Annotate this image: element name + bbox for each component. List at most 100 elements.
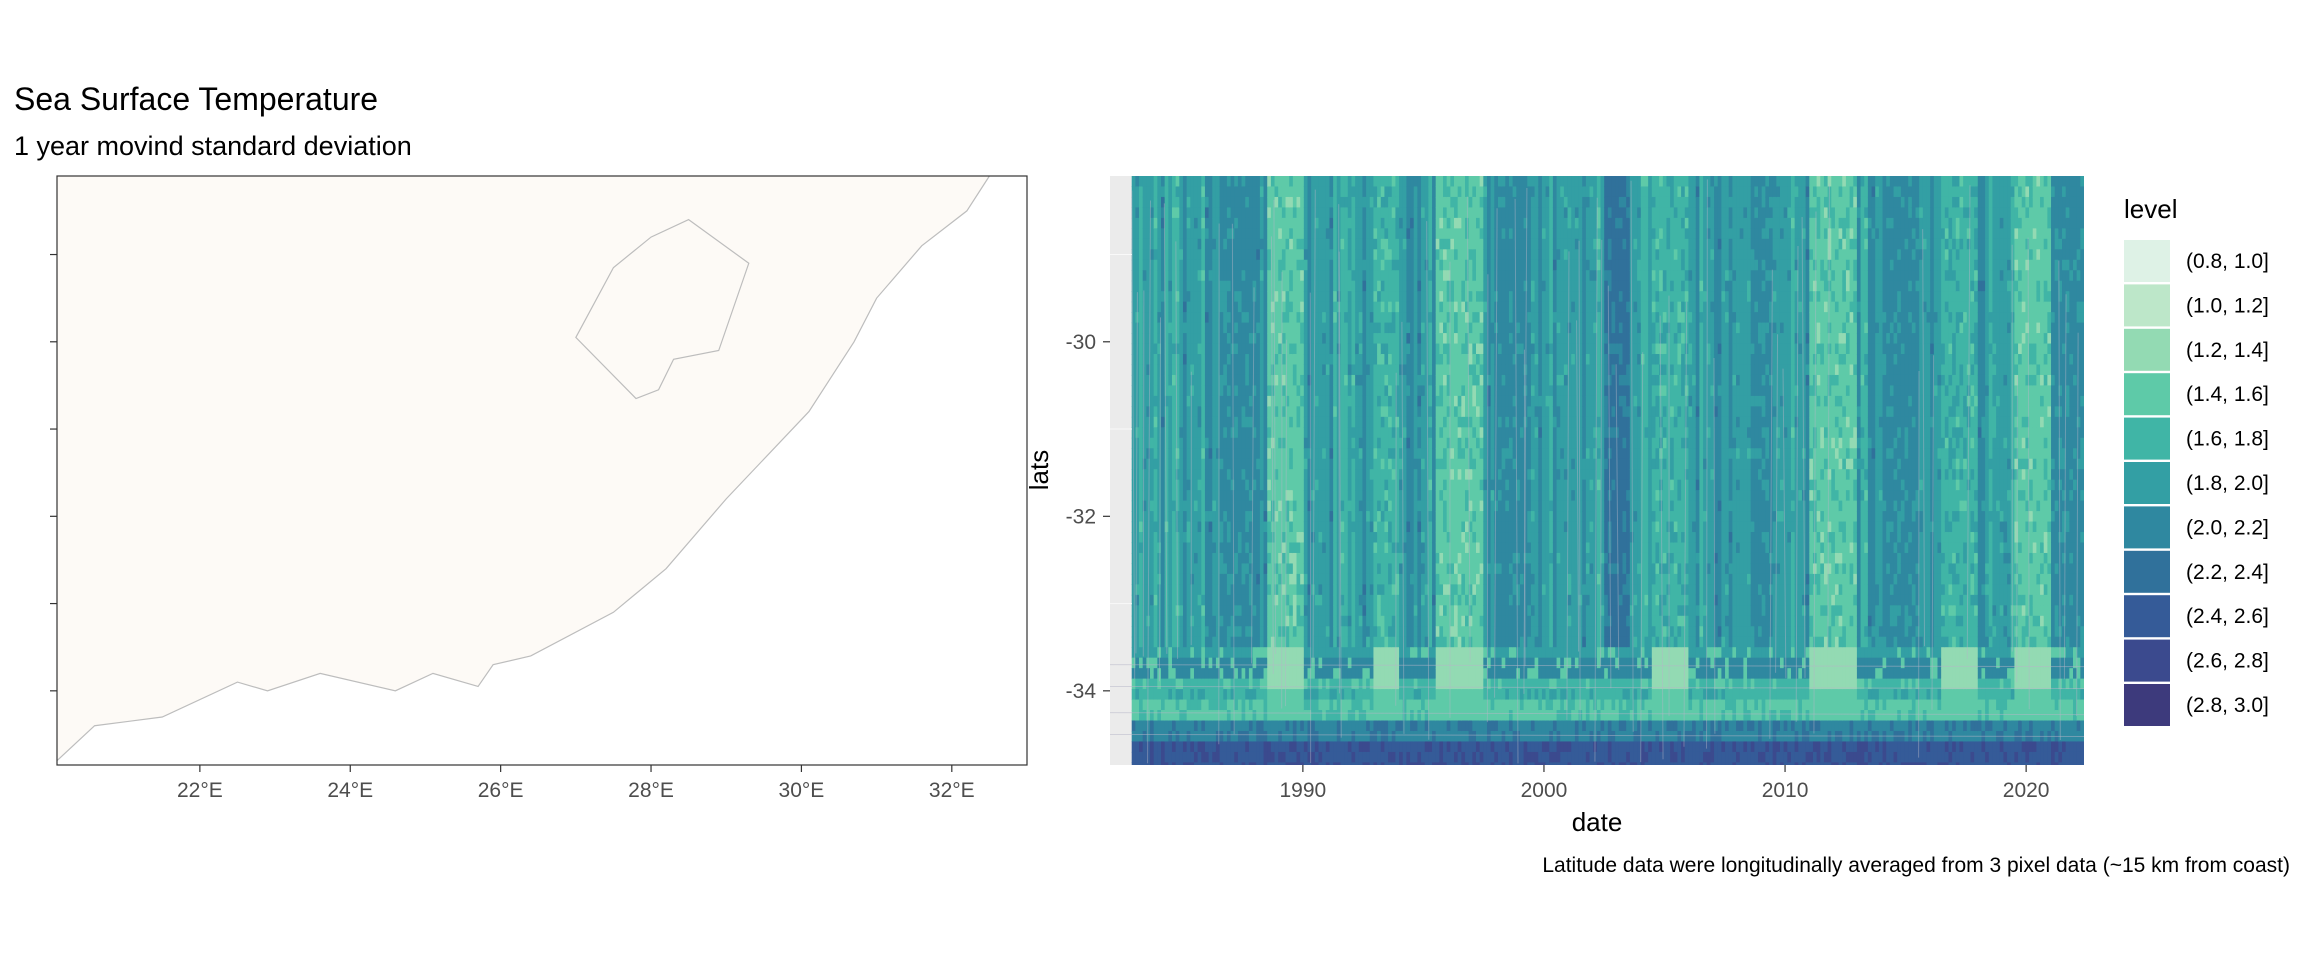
contour-cell: [1172, 532, 1176, 543]
contour-cell: [1260, 197, 1264, 208]
contour-cell: [1183, 427, 1187, 438]
contour-cell: [1326, 605, 1330, 616]
contour-cell: [1201, 710, 1205, 721]
contour-cell: [1329, 417, 1333, 428]
contour-cell: [1227, 762, 1231, 765]
contour-cell: [1439, 710, 1443, 721]
contour-cell: [1143, 752, 1147, 763]
contour-cell: [1443, 197, 1447, 208]
contour-cell: [1340, 270, 1344, 281]
contour-cell: [1223, 396, 1227, 407]
contour-cell: [1414, 228, 1418, 239]
contour-cell: [1373, 249, 1377, 260]
contour-cell: [1333, 406, 1337, 417]
contour-cell: [1443, 469, 1447, 480]
contour-cell: [1293, 469, 1297, 480]
contour-cell: [1322, 291, 1326, 302]
contour-cell: [1359, 186, 1363, 197]
contour-cell: [1362, 249, 1366, 260]
contour-cell: [1172, 679, 1176, 690]
contour-cell: [1406, 249, 1410, 260]
contour-cell: [1179, 438, 1183, 449]
contour-cell: [1329, 207, 1333, 218]
contour-cell: [1432, 689, 1436, 700]
contour-cell: [1414, 281, 1418, 292]
contour-cell: [1300, 532, 1304, 543]
contour-cell: [1362, 658, 1366, 669]
contour-cell: [1242, 595, 1246, 606]
contour-cell: [1366, 385, 1370, 396]
contour-cell: [1410, 752, 1414, 763]
contour-cell: [1187, 186, 1191, 197]
contour-cell: [1183, 542, 1187, 553]
contour-cell: [1315, 490, 1319, 501]
contour-cell: [1238, 207, 1242, 218]
contour-cell: [1443, 249, 1447, 260]
contour-cell: [1432, 281, 1436, 292]
contour-cell: [1351, 584, 1355, 595]
contour-cell: [1362, 731, 1366, 742]
contour-cell: [1139, 197, 1143, 208]
contour-cell: [1318, 459, 1322, 470]
contour-cell: [1260, 532, 1264, 543]
contour-cell: [1344, 385, 1348, 396]
contour-cell: [1297, 553, 1301, 564]
contour-cell: [1443, 490, 1447, 501]
contour-cell: [1198, 710, 1202, 721]
contour-cell: [1201, 679, 1205, 690]
contour-cell: [1183, 260, 1187, 271]
contour-cell: [1329, 679, 1333, 690]
contour-cell: [1146, 741, 1150, 752]
contour-cell: [1355, 427, 1359, 438]
contour-cell: [1143, 720, 1147, 731]
contour-cell: [1406, 459, 1410, 470]
contour-cell: [1315, 312, 1319, 323]
contour-cell: [1234, 417, 1238, 428]
contour-cell: [1329, 720, 1333, 731]
contour-cell: [1172, 333, 1176, 344]
contour-cell: [1344, 344, 1348, 355]
contour-cell: [1179, 605, 1183, 616]
contour-cell: [1201, 647, 1205, 658]
contour-cell: [1370, 595, 1374, 606]
chart-subtitle: 1 year movind standard deviation: [14, 131, 412, 161]
contour-cell: [1315, 605, 1319, 616]
contour-cell: [1187, 584, 1191, 595]
contour-cell: [1234, 176, 1238, 187]
contour-cell: [1201, 333, 1205, 344]
contour-cell: [1318, 176, 1322, 187]
contour-cell: [1373, 647, 1377, 658]
contour-cell: [1439, 239, 1443, 250]
contour-cell: [1322, 637, 1326, 648]
contour-cell: [1403, 323, 1407, 334]
contour-cell: [1340, 302, 1344, 313]
contour-cell: [1242, 406, 1246, 417]
contour-cell: [1205, 281, 1209, 292]
contour-cell: [1381, 637, 1385, 648]
contour-cell: [1187, 448, 1191, 459]
contour-cell: [1209, 239, 1213, 250]
contour-cell: [1406, 344, 1410, 355]
contour-cell: [1139, 658, 1143, 669]
contour-cell: [1154, 720, 1158, 731]
contour-cell: [1366, 710, 1370, 721]
contour-cell: [1304, 595, 1308, 606]
contour-cell: [1333, 720, 1337, 731]
contour-cell: [1403, 427, 1407, 438]
contour-cell: [1183, 511, 1187, 522]
contour-cell: [1337, 752, 1341, 763]
contour-cell: [1201, 563, 1205, 574]
contour-cell: [1333, 532, 1337, 543]
contour-cell: [1417, 700, 1421, 711]
contour-cell: [1359, 438, 1363, 449]
contour-cell: [1201, 270, 1205, 281]
contour-cell: [1318, 448, 1322, 459]
contour-cell: [1348, 584, 1352, 595]
contour-cell: [1436, 406, 1440, 417]
contour-cell: [1355, 406, 1359, 417]
contour-cell: [1146, 752, 1150, 763]
contour-cell: [1183, 281, 1187, 292]
contour-cell: [1311, 176, 1315, 187]
contour-cell: [1194, 720, 1198, 731]
contour-cell: [1223, 741, 1227, 752]
